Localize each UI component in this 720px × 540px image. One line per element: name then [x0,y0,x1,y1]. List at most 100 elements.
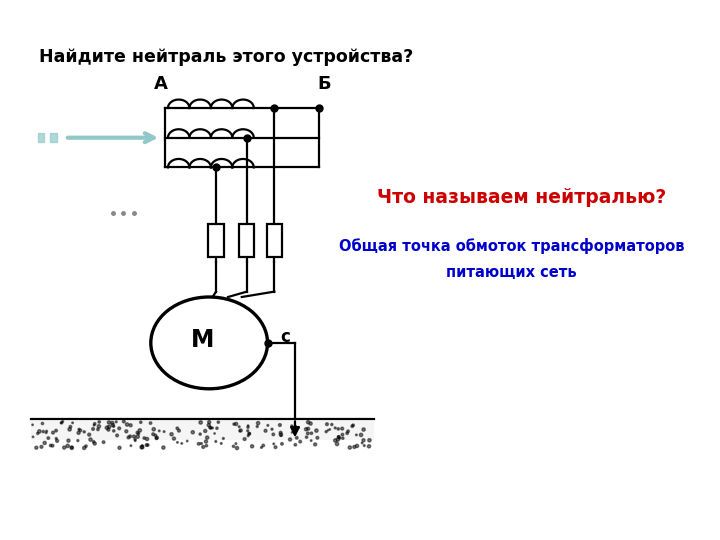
Point [108,422,120,431]
Point [145,418,156,427]
Point [275,428,287,437]
Point [122,420,133,429]
Point [341,429,353,437]
Point [355,430,366,439]
Point [242,423,253,431]
Point [300,425,312,434]
Point [166,430,177,438]
Point [151,434,163,442]
Point [56,418,68,427]
Point [210,437,222,445]
Point [294,437,306,446]
Point [233,422,245,431]
Point [138,434,150,442]
Point [114,443,125,452]
Point [150,431,161,440]
Point [330,436,341,445]
Point [36,442,48,451]
Point [199,427,211,435]
Point [31,443,42,452]
Point [196,439,207,448]
Point [291,434,302,442]
Point [333,424,344,433]
Point [305,419,316,428]
Point [158,427,170,436]
Point [34,427,45,436]
Point [262,421,274,430]
Point [181,437,193,445]
Point [286,422,297,430]
Bar [50,133,57,142]
Point [243,421,254,430]
Point [333,433,344,441]
Point [41,427,53,435]
Text: питающих сеть: питающих сеть [446,265,577,280]
Text: А: А [154,75,168,93]
Point [351,430,362,439]
Point [103,418,114,427]
Point [289,422,301,431]
Point [37,419,48,428]
Point [130,435,141,444]
Point [201,441,212,450]
Point [351,442,363,450]
Point [78,444,90,453]
Point [235,426,246,435]
Point [197,443,209,451]
Point [364,436,375,444]
Point [230,420,242,428]
Point [107,418,118,427]
Point [32,429,43,438]
Bar [267,224,282,256]
Point [193,440,204,448]
Point [323,426,334,435]
Point [204,418,215,427]
Bar [31,421,374,440]
Point [137,443,148,451]
Point [287,428,298,437]
Point [89,420,101,428]
Point [200,437,212,446]
Point [302,424,314,433]
Point [268,440,279,448]
Point [174,427,185,435]
Point [148,430,159,438]
Point [275,431,287,440]
Bar [209,224,224,256]
Point [234,427,246,435]
Text: с: с [280,328,289,347]
Point [63,436,74,445]
Point [187,428,199,436]
Point [332,435,343,444]
Point [57,417,68,426]
Point [306,429,318,437]
Point [137,441,148,450]
Point [337,430,348,439]
Bar [239,224,254,256]
Point [89,421,100,429]
Point [85,435,96,444]
Point [358,436,369,444]
FancyArrowPatch shape [68,133,153,142]
Point [112,431,123,440]
Text: Общая точка обмоток трансформаторов: Общая точка обмоток трансформаторов [338,238,684,254]
Point [231,444,243,453]
Point [107,421,119,429]
Point [364,442,375,450]
Point [150,434,162,443]
Point [205,424,217,433]
Point [66,443,78,452]
Point [246,442,258,450]
Point [289,441,301,449]
Point [98,438,109,447]
Point [130,436,141,445]
Point [88,437,99,446]
Point [292,423,304,432]
Point [62,442,73,450]
Point [108,427,120,435]
Point [47,441,58,450]
Point [84,430,95,439]
Point [101,423,112,432]
Point [78,428,90,436]
Point [148,425,159,434]
